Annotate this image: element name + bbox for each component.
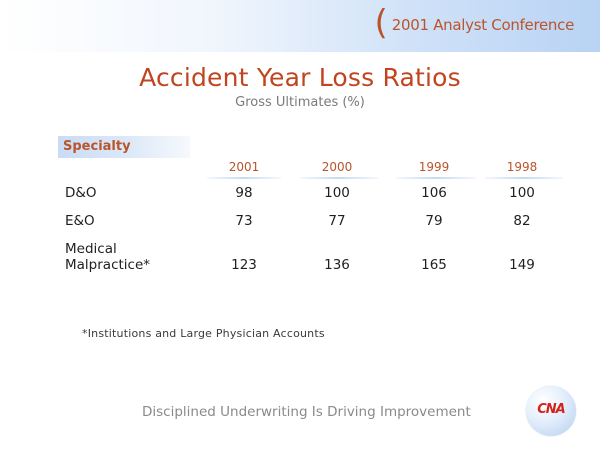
cna-logo-text: CNA [537,402,565,417]
table-cell: 100 [324,185,350,201]
header-band [0,0,600,52]
row-label-eo: E&O [65,213,95,229]
slide-subtitle: Gross Ultimates (%) [235,95,365,110]
row-label-medical: Medical [65,241,117,257]
year-underline [300,177,378,179]
specialty-header-band: Specialty [58,136,190,158]
year-header-2000: 2000 [321,160,353,174]
table-cell: 106 [421,185,447,201]
year-underline [485,177,563,179]
table-cell: 100 [509,185,535,201]
table-cell: 82 [513,213,531,229]
year-header-2001: 2001 [228,160,260,174]
tagline: Disciplined Underwriting Is Driving Impr… [142,404,471,420]
year-header-1998: 1998 [506,160,538,174]
cna-logo: CNA [526,386,576,436]
year-underline [396,177,476,179]
table-cell: 98 [235,185,253,201]
table-cell: 149 [509,257,535,273]
slide-title: Accident Year Loss Ratios [139,63,461,92]
table-cell: 123 [231,257,257,273]
table-cell: 77 [328,213,346,229]
conference-header: ( 2001 Analyst Conference [375,6,575,40]
row-label-do: D&O [65,185,97,201]
conference-title: 2001 Analyst Conference [391,16,575,34]
table-cell: 165 [421,257,447,273]
table-cell: 73 [235,213,253,229]
specialty-header: Specialty [63,139,131,154]
conference-paren: ( [374,3,388,43]
footnote: *Institutions and Large Physician Accoun… [82,327,325,340]
year-underline [207,177,281,179]
year-header-1999: 1999 [418,160,450,174]
row-label-malpractice: Malpractice* [65,257,151,273]
table-cell: 79 [425,213,443,229]
table-cell: 136 [324,257,350,273]
